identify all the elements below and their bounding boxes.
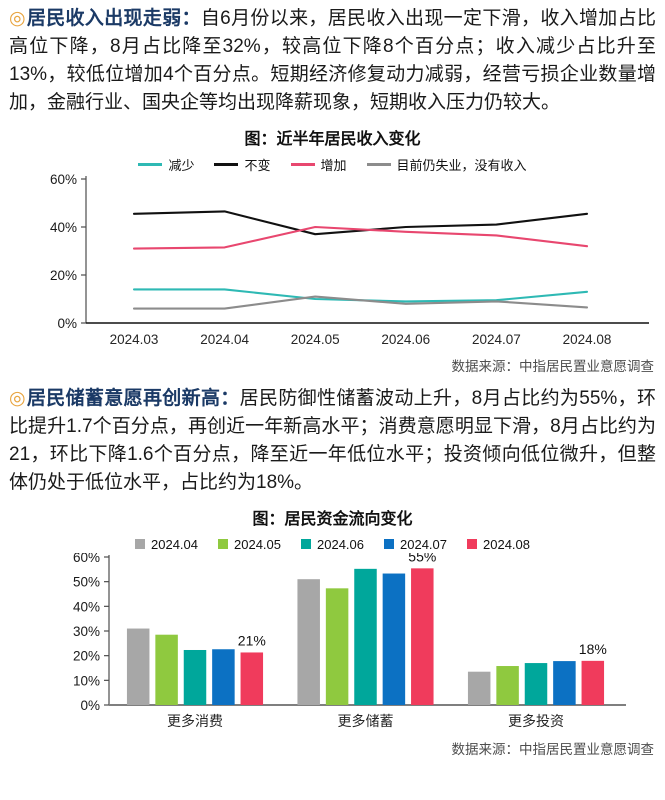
legend-item-2024.05: 2024.05 bbox=[218, 537, 281, 552]
bar-2024.05-更多投资 bbox=[496, 666, 519, 705]
bar-chart-plot: 0% 10% 20% 30% 40% 50% 60% 更多消费 21% 更多储蓄 55% 更多投资 18… bbox=[73, 553, 626, 729]
chart-text: 40% bbox=[50, 220, 77, 235]
square-swatch-icon bbox=[384, 539, 394, 549]
line-chart: 减少 不变 增加 目前仍失业，没有收入 0% 20% 40% 60% 2024.03 2024.… bbox=[9, 155, 656, 358]
legend-item-增加: 增加 bbox=[290, 155, 347, 174]
paragraph-income: ◎居民收入出现走弱：自6月份以来，居民收入出现一定下滑，收入增加占比高位下降，8… bbox=[9, 5, 656, 117]
legend-item-2024.06: 2024.06 bbox=[301, 537, 364, 552]
bar-2024.07-更多储蓄 bbox=[382, 573, 406, 705]
bar-2024.07-更多消费 bbox=[212, 649, 235, 705]
bar-2024.08-更多投资 bbox=[581, 660, 605, 705]
chart-text: 更多储蓄 bbox=[338, 713, 394, 729]
square-swatch-icon bbox=[135, 539, 145, 549]
line-swatch-icon bbox=[366, 162, 391, 166]
legend-label: 增加 bbox=[320, 157, 347, 173]
square-swatch-icon bbox=[467, 539, 477, 549]
legend-item-减少: 减少 bbox=[138, 155, 194, 174]
line-chart-source: 数据来源：中指居民置业意愿调查 bbox=[451, 359, 655, 374]
chart-text: 55% bbox=[408, 553, 436, 564]
paragraph-savings-body: 居民防御性储蓄波动上升，8月占比约为55%，环比提升1.7个百分点，再创近一年新… bbox=[9, 388, 656, 493]
chart-text: 10% bbox=[73, 673, 100, 688]
bar-2024.04-更多储蓄 bbox=[297, 579, 320, 705]
bar-chart: 2024.04 2024.05 2024.06 2024.07 2024.08 0% 10… bbox=[9, 535, 656, 739]
chart-text: 18% bbox=[579, 641, 607, 657]
square-swatch-icon bbox=[218, 539, 228, 549]
bar-2024.04-更多消费 bbox=[126, 628, 150, 705]
bar-2024.06-更多储蓄 bbox=[354, 568, 377, 705]
line-swatch-icon bbox=[138, 162, 163, 166]
bar-chart-source: 数据来源：中指居民置业意愿调查 bbox=[451, 742, 655, 757]
legend-label: 2024.08 bbox=[483, 536, 530, 552]
chart-text: 50% bbox=[73, 575, 100, 590]
line-chart-plot: 0% 20% 40% 60% 2024.03 2024.04 2024.05 2024.06 2… bbox=[50, 173, 649, 347]
square-swatch-icon bbox=[301, 539, 311, 549]
chart-text: 更多投资 bbox=[508, 713, 564, 729]
chart-text: 30% bbox=[73, 624, 100, 639]
chart-text: 2024.04 bbox=[200, 332, 249, 347]
bar-2024.08-更多消费 bbox=[240, 652, 264, 705]
paragraph-savings: ◎居民储蓄意愿再创新高：居民防御性储蓄波动上升，8月占比约为55%，环比提升1.… bbox=[9, 385, 656, 497]
line-series-不变 bbox=[132, 210, 589, 236]
paragraph-savings-heading: 居民储蓄意愿再创新高： bbox=[26, 388, 240, 409]
paragraph-income-body: 自6月份以来，居民收入出现一定下滑，收入增加占比高位下降，8月占比降至32%，较… bbox=[9, 8, 656, 113]
bar-2024.07-更多投资 bbox=[553, 661, 576, 705]
line-chart-title: 图：近半年居民收入变化 bbox=[244, 131, 421, 148]
chart-text: 20% bbox=[50, 268, 77, 283]
chart-text: 60% bbox=[50, 173, 77, 187]
chart-text: 0% bbox=[57, 316, 77, 331]
line-swatch-icon bbox=[290, 162, 315, 166]
paragraph-income-heading: 居民收入出现走弱： bbox=[26, 8, 201, 29]
legend-item-2024.07: 2024.07 bbox=[384, 537, 447, 552]
chart-text: 40% bbox=[73, 599, 100, 614]
legend-label: 2024.06 bbox=[317, 536, 364, 552]
chart-text: 2024.07 bbox=[472, 332, 521, 347]
line-series-增加 bbox=[132, 225, 589, 250]
line-swatch-icon bbox=[214, 162, 239, 166]
chart-text: 更多消费 bbox=[167, 713, 223, 729]
chart-text: 2024.06 bbox=[381, 332, 430, 347]
bar-2024.06-更多投资 bbox=[524, 663, 548, 705]
bar-2024.06-更多消费 bbox=[183, 649, 207, 705]
chart-text: 21% bbox=[238, 632, 266, 648]
chart-text: 20% bbox=[73, 649, 100, 664]
legend-label: 2024.05 bbox=[234, 536, 281, 552]
bar-2024.05-更多消费 bbox=[155, 634, 178, 705]
bar-chart-legend: 2024.04 2024.05 2024.06 2024.07 2024.08 bbox=[9, 535, 656, 553]
legend-label: 2024.04 bbox=[151, 536, 198, 552]
chart-text: 0% bbox=[80, 698, 100, 713]
legend-label: 目前仍失业，没有收入 bbox=[396, 157, 527, 173]
chart-text: 2024.08 bbox=[563, 332, 612, 347]
legend-label: 减少 bbox=[168, 157, 195, 173]
bar-2024.04-更多投资 bbox=[467, 671, 491, 705]
legend-label: 不变 bbox=[244, 157, 271, 173]
chart-text: 2024.03 bbox=[110, 332, 159, 347]
legend-item-2024.04: 2024.04 bbox=[135, 537, 198, 552]
legend-item-2024.08: 2024.08 bbox=[467, 537, 530, 552]
line-series-目前仍失业，没有收入 bbox=[132, 295, 589, 310]
legend-label: 2024.07 bbox=[400, 536, 447, 552]
bar-2024.05-更多储蓄 bbox=[325, 588, 349, 705]
bar-chart-title: 图：居民资金流向变化 bbox=[252, 511, 413, 528]
legend-item-不变: 不变 bbox=[214, 155, 271, 174]
bullet-icon: ◎ bbox=[9, 8, 26, 29]
bar-2024.08-更多储蓄 bbox=[411, 568, 434, 705]
report-page: ◎居民收入出现走弱：自6月份以来，居民收入出现一定下滑，收入增加占比高位下降，8… bbox=[9, 5, 656, 757]
legend-item-目前仍失业，没有收入: 目前仍失业，没有收入 bbox=[366, 155, 527, 174]
bullet-icon: ◎ bbox=[9, 388, 26, 409]
chart-text: 60% bbox=[73, 553, 100, 565]
line-chart-legend: 减少 不变 增加 目前仍失业，没有收入 bbox=[9, 155, 656, 173]
chart-text: 2024.05 bbox=[291, 332, 340, 347]
